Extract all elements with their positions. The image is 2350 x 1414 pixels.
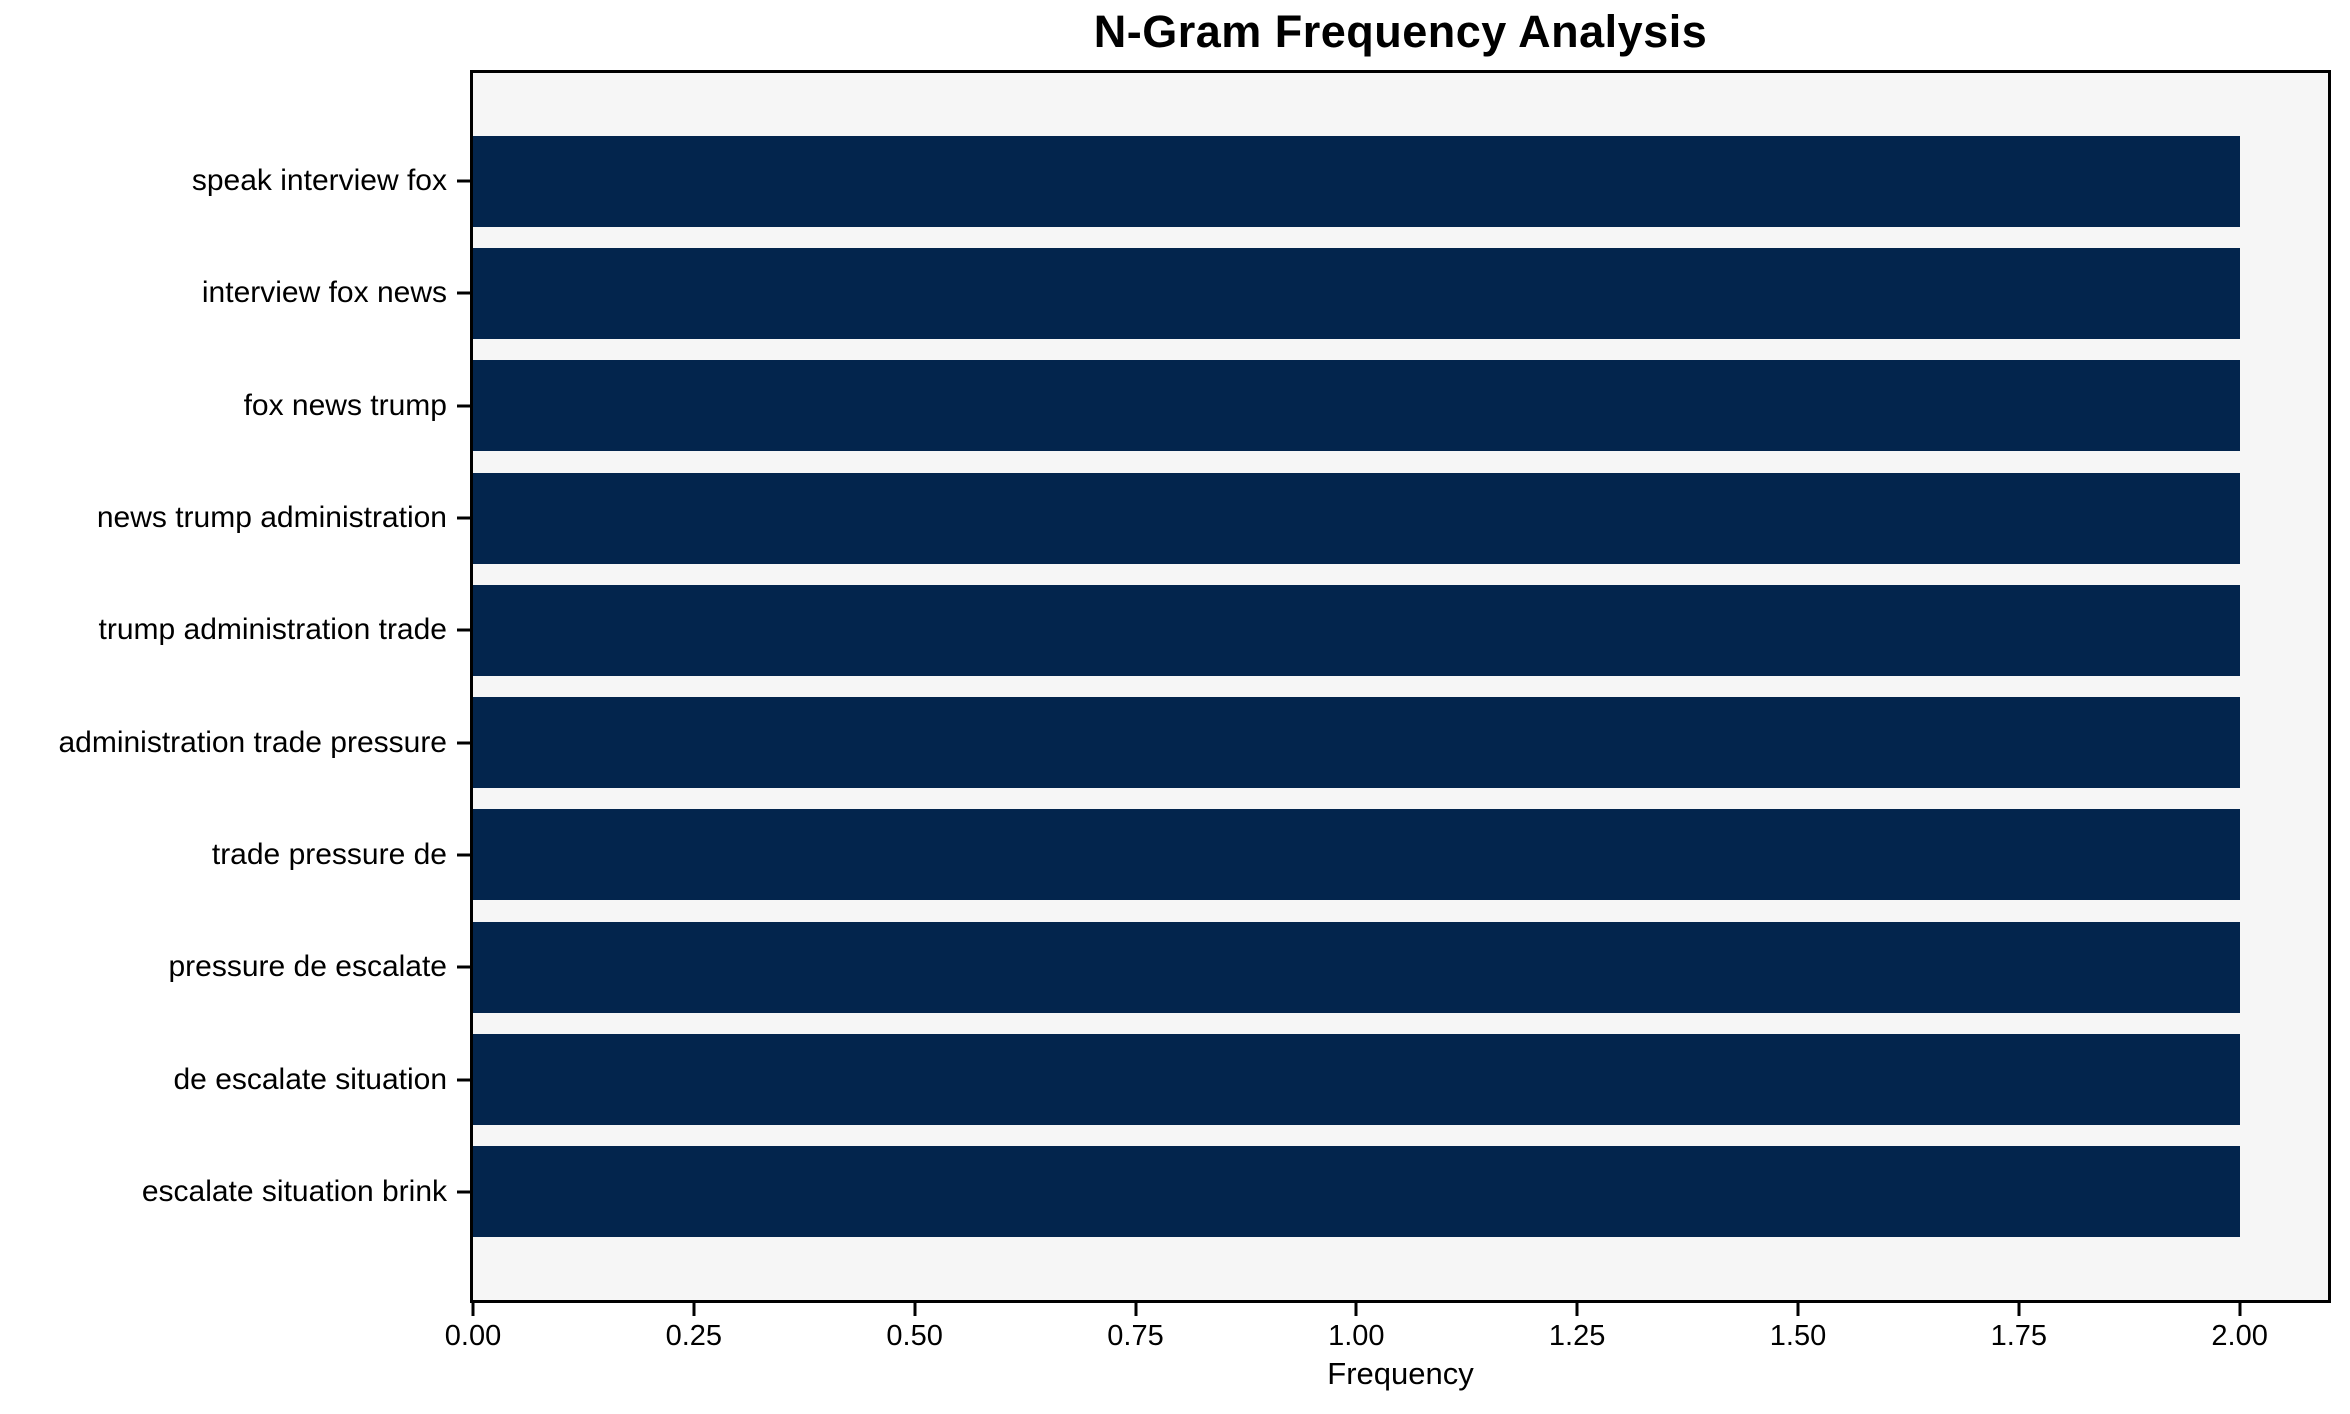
x-tick-label: 1.25 bbox=[1548, 1320, 1606, 1352]
y-tick-label: fox news trump bbox=[243, 388, 447, 422]
bar-row: fox news trump bbox=[244, 350, 2328, 462]
bar-row: trade pressure de bbox=[212, 799, 2328, 911]
y-tick-label: pressure de escalate bbox=[168, 950, 448, 984]
bar bbox=[473, 809, 2240, 901]
bar bbox=[473, 921, 2240, 1013]
x-axis-label: Frequency bbox=[1327, 1356, 1474, 1391]
bars-container: speak interview fox interview fox news fox… bbox=[58, 125, 2328, 1248]
y-tick-mark bbox=[457, 853, 470, 857]
x-tick-label: 1.00 bbox=[1328, 1320, 1385, 1352]
y-tick-mark bbox=[457, 179, 470, 183]
bar-row: interview fox news bbox=[202, 237, 2328, 349]
y-tick-mark bbox=[457, 628, 470, 632]
bar-row: escalate situation brink bbox=[142, 1136, 2328, 1248]
x-tick-mark bbox=[1796, 1303, 1800, 1316]
bar-row: news trump administration bbox=[97, 462, 2328, 574]
x-tick-label: 1.50 bbox=[1769, 1320, 1827, 1352]
x-tick-mark bbox=[1134, 1303, 1137, 1316]
y-tick-mark bbox=[457, 291, 470, 295]
bar bbox=[473, 135, 2240, 227]
x-tick-mark bbox=[471, 1303, 475, 1316]
y-tick-mark bbox=[457, 1078, 470, 1082]
plot-area: speak interview fox interview fox news fox… bbox=[58, 70, 2331, 1351]
x-tick-label: 2.00 bbox=[2211, 1320, 2268, 1352]
chart-title: N-Gram Frequency Analysis bbox=[1093, 6, 1708, 57]
bar bbox=[473, 1034, 2240, 1126]
y-tick-mark bbox=[457, 965, 470, 969]
x-tick-mark bbox=[913, 1303, 917, 1316]
x-tick-label: 0.50 bbox=[886, 1320, 943, 1352]
x-tick-mark bbox=[1354, 1303, 1358, 1316]
y-tick-label: speak interview fox bbox=[191, 164, 447, 198]
y-tick-mark bbox=[457, 516, 470, 520]
y-tick-label: de escalate situation bbox=[173, 1062, 447, 1096]
x-tick-mark bbox=[1575, 1303, 1579, 1316]
x-tick-mark bbox=[2017, 1303, 2021, 1316]
bar bbox=[473, 472, 2240, 564]
y-tick-label: trump administration trade bbox=[98, 613, 448, 647]
y-tick-label: trade pressure de bbox=[211, 837, 447, 871]
bar bbox=[473, 1146, 2240, 1238]
y-tick-mark bbox=[457, 741, 470, 745]
y-tick-mark bbox=[457, 1190, 470, 1194]
bar bbox=[473, 697, 2240, 789]
bar bbox=[473, 247, 2240, 339]
bar-row: pressure de escalate bbox=[169, 911, 2328, 1023]
y-tick-label: news trump administration bbox=[96, 501, 447, 535]
x-tick-mark bbox=[2238, 1303, 2242, 1316]
bar bbox=[473, 584, 2240, 676]
x-tick-label: 0.00 bbox=[444, 1320, 502, 1352]
x-tick-label: 0.25 bbox=[665, 1320, 723, 1352]
y-tick-label: administration trade pressure bbox=[58, 725, 447, 759]
x-tick-mark bbox=[692, 1303, 696, 1316]
y-tick-mark bbox=[457, 404, 470, 408]
bar-row: speak interview fox bbox=[192, 125, 2328, 237]
bar-row: de escalate situation bbox=[173, 1023, 2328, 1135]
bar-row: trump administration trade bbox=[99, 574, 2328, 686]
bar bbox=[473, 360, 2240, 452]
x-tick-label: 1.75 bbox=[1990, 1320, 2048, 1352]
x-tick-label: 0.75 bbox=[1107, 1320, 1164, 1352]
y-tick-label: escalate situation brink bbox=[141, 1174, 447, 1208]
y-tick-label: interview fox news bbox=[201, 276, 447, 310]
bar-row: administration trade pressure bbox=[58, 687, 2328, 799]
